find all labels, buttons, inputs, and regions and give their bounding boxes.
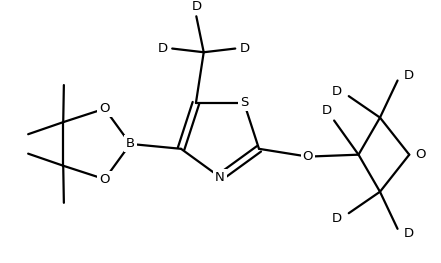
- Text: O: O: [416, 148, 426, 161]
- Text: S: S: [240, 97, 248, 109]
- Text: D: D: [157, 42, 168, 55]
- Text: D: D: [404, 69, 414, 82]
- Text: N: N: [215, 171, 225, 184]
- Text: O: O: [303, 150, 313, 163]
- Text: D: D: [332, 212, 342, 225]
- Text: D: D: [240, 42, 250, 55]
- Text: D: D: [332, 85, 342, 98]
- Text: D: D: [191, 0, 202, 13]
- Text: D: D: [321, 104, 331, 117]
- Text: B: B: [126, 138, 135, 150]
- Text: O: O: [99, 173, 110, 186]
- Text: D: D: [404, 227, 414, 240]
- Text: O: O: [99, 102, 110, 115]
